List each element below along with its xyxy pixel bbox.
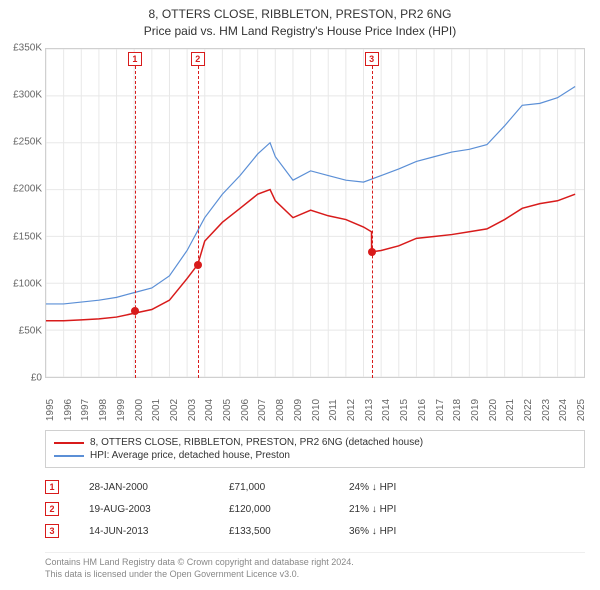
x-axis-tick-label: 2012 [346, 399, 357, 421]
x-axis-tick-label: 2023 [541, 399, 552, 421]
x-axis-tick-label: 1999 [116, 399, 127, 421]
x-axis-tick-label: 2005 [222, 399, 233, 421]
event-row-pct: 24% ↓ HPI [349, 482, 396, 493]
legend-box: 8, OTTERS CLOSE, RIBBLETON, PRESTON, PR2… [45, 430, 585, 468]
attribution-line-1: Contains HM Land Registry data © Crown c… [45, 557, 585, 569]
event-row: 2 19-AUG-2003£120,00021% ↓ HPI [45, 498, 585, 520]
event-row: 3 14-JUN-2013£133,50036% ↓ HPI [45, 520, 585, 542]
event-marker-box: 2 [191, 52, 205, 66]
event-row-date: 14-JUN-2013 [89, 526, 229, 537]
x-axis-tick-label: 2021 [505, 399, 516, 421]
event-row-pct: 21% ↓ HPI [349, 504, 396, 515]
event-marker-dot [194, 261, 202, 269]
event-marker-line [372, 66, 373, 378]
legend-row-hpi: HPI: Average price, detached house, Pres… [54, 449, 576, 462]
x-axis-tick-label: 2004 [204, 399, 215, 421]
event-row-price: £133,500 [229, 526, 349, 537]
x-axis-tick-label: 2019 [470, 399, 481, 421]
y-axis-tick-label: £300K [13, 90, 42, 101]
chart-svg [46, 49, 584, 377]
event-row-date: 19-AUG-2003 [89, 504, 229, 515]
y-axis-tick-label: £350K [13, 43, 42, 54]
x-axis-tick-label: 2008 [275, 399, 286, 421]
event-row-marker: 1 [45, 480, 59, 494]
attribution-text: Contains HM Land Registry data © Crown c… [45, 552, 585, 580]
chart-plot-area [45, 48, 585, 378]
event-row-price: £71,000 [229, 482, 349, 493]
title-line-1: 8, OTTERS CLOSE, RIBBLETON, PRESTON, PR2… [0, 6, 600, 23]
legend-label-property: 8, OTTERS CLOSE, RIBBLETON, PRESTON, PR2… [90, 437, 423, 448]
x-axis-tick-label: 2003 [187, 399, 198, 421]
event-row-date: 28-JAN-2000 [89, 482, 229, 493]
events-table: 1 28-JAN-2000£71,00024% ↓ HPI 2 19-AUG-2003… [45, 476, 585, 542]
title-line-2: Price paid vs. HM Land Registry's House … [0, 23, 600, 40]
y-axis-tick-label: £50K [19, 325, 42, 336]
x-axis-tick-label: 1995 [45, 399, 56, 421]
x-axis-tick-label: 2000 [134, 399, 145, 421]
event-marker-line [135, 66, 136, 378]
y-axis-tick-label: £100K [13, 278, 42, 289]
event-row-pct: 36% ↓ HPI [349, 526, 396, 537]
y-axis-tick-label: £0 [31, 373, 42, 384]
x-axis-tick-label: 2007 [257, 399, 268, 421]
x-axis-tick-label: 2022 [523, 399, 534, 421]
x-axis-tick-label: 1997 [80, 399, 91, 421]
event-marker-dot [368, 248, 376, 256]
legend-row-property: 8, OTTERS CLOSE, RIBBLETON, PRESTON, PR2… [54, 436, 576, 449]
event-marker-line [198, 66, 199, 378]
event-row-marker: 3 [45, 524, 59, 538]
x-axis-tick-label: 2018 [452, 399, 463, 421]
x-axis-tick-label: 2011 [328, 399, 339, 421]
x-axis-tick-label: 2009 [293, 399, 304, 421]
attribution-line-2: This data is licensed under the Open Gov… [45, 569, 585, 581]
x-axis-tick-label: 2016 [417, 399, 428, 421]
x-axis-tick-label: 2014 [381, 399, 392, 421]
x-axis-tick-label: 2010 [311, 399, 322, 421]
x-axis-tick-label: 2017 [435, 399, 446, 421]
x-axis-tick-label: 2006 [240, 399, 251, 421]
x-axis-tick-label: 2024 [558, 399, 569, 421]
event-row-marker: 2 [45, 502, 59, 516]
x-axis-tick-label: 2015 [399, 399, 410, 421]
chart-title-block: 8, OTTERS CLOSE, RIBBLETON, PRESTON, PR2… [0, 0, 600, 44]
event-marker-dot [131, 307, 139, 315]
y-axis-tick-label: £200K [13, 184, 42, 195]
x-axis-tick-label: 1998 [98, 399, 109, 421]
x-axis-tick-label: 2025 [576, 399, 587, 421]
x-axis-tick-label: 2002 [169, 399, 180, 421]
event-marker-box: 1 [128, 52, 142, 66]
legend-label-hpi: HPI: Average price, detached house, Pres… [90, 450, 290, 461]
x-axis-tick-label: 2020 [488, 399, 499, 421]
legend-swatch-hpi [54, 455, 84, 457]
legend-swatch-property [54, 442, 84, 444]
y-axis-tick-label: £250K [13, 137, 42, 148]
y-axis-tick-label: £150K [13, 231, 42, 242]
x-axis-tick-label: 1996 [63, 399, 74, 421]
x-axis-tick-label: 2013 [364, 399, 375, 421]
event-row: 1 28-JAN-2000£71,00024% ↓ HPI [45, 476, 585, 498]
x-axis-tick-label: 2001 [151, 399, 162, 421]
event-marker-box: 3 [365, 52, 379, 66]
event-row-price: £120,000 [229, 504, 349, 515]
